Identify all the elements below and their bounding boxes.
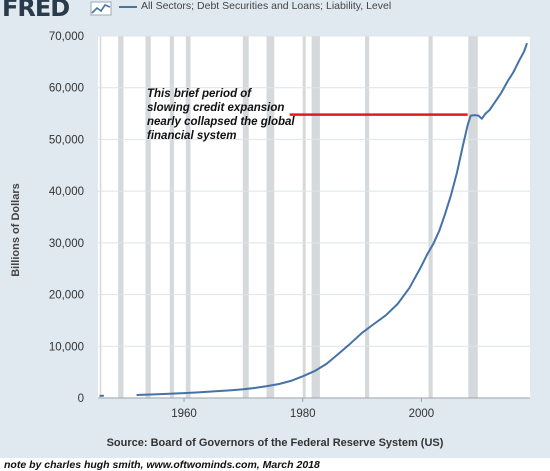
author-note: note by charles hugh smith, www.oftwomin… — [4, 459, 320, 471]
x-tick-labels: 1960 1980 2000 — [171, 398, 434, 420]
y-tick-labels: 0 10,000 20,000 30,000 40,000 50,000 60,000 70,… — [49, 31, 84, 405]
y-tick-label: 10,000 — [49, 341, 84, 353]
y-tick-label: 40,000 — [49, 186, 84, 198]
recession-band-9 — [365, 36, 369, 398]
recession-band-7 — [303, 36, 306, 398]
y-tick-label: 0 — [78, 393, 84, 405]
y-tick-label: 30,000 — [49, 238, 84, 250]
y-tick-label: 60,000 — [49, 83, 84, 95]
recession-band-10 — [429, 36, 433, 398]
recession-band-8 — [312, 36, 320, 398]
source-caption: Source: Board of Governors of the Federa… — [0, 437, 550, 449]
x-tick-label: 1980 — [290, 408, 316, 420]
y-tick-label: 20,000 — [49, 290, 84, 302]
y-tick-label: 50,000 — [49, 134, 84, 146]
recession-band-11 — [468, 36, 477, 398]
y-tick-label: 70,000 — [49, 31, 84, 43]
recession-band-1 — [118, 36, 123, 398]
annotation-text: This brief period of slowing credit expa… — [147, 87, 297, 143]
x-tick-label: 2000 — [409, 408, 435, 420]
x-tick-label: 1960 — [171, 408, 197, 420]
y-axis-label-wrap: Billions of Dollars — [10, 210, 30, 250]
recession-band-0 — [100, 36, 102, 398]
y-axis-label: Billions of Dollars — [10, 170, 22, 290]
